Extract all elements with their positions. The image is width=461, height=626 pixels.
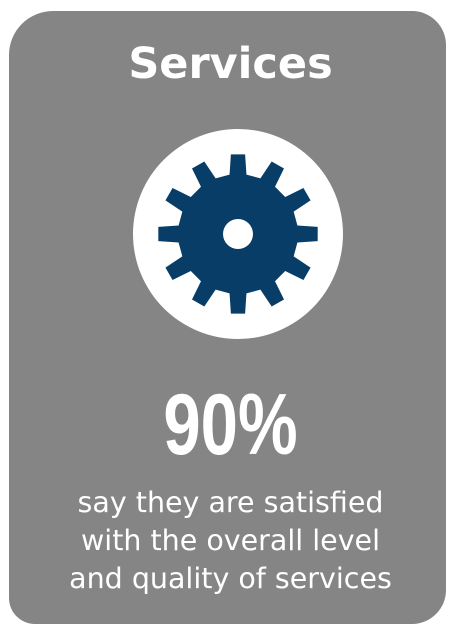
gear-body xyxy=(158,154,318,314)
gear-icon-svg xyxy=(133,129,343,339)
caption-line-3: and quality of services xyxy=(69,562,392,595)
icon-circle xyxy=(133,129,343,339)
satisfaction-caption: say they are satisfied with the overall … xyxy=(0,484,461,598)
satisfaction-percent: 90% xyxy=(163,377,298,473)
caption-line-2: with the overall level xyxy=(80,524,381,557)
card-title: Services xyxy=(128,39,333,89)
gear-icon xyxy=(133,129,343,339)
caption-line-1: say they are satisfied xyxy=(77,486,384,519)
gear-shape xyxy=(158,154,318,314)
